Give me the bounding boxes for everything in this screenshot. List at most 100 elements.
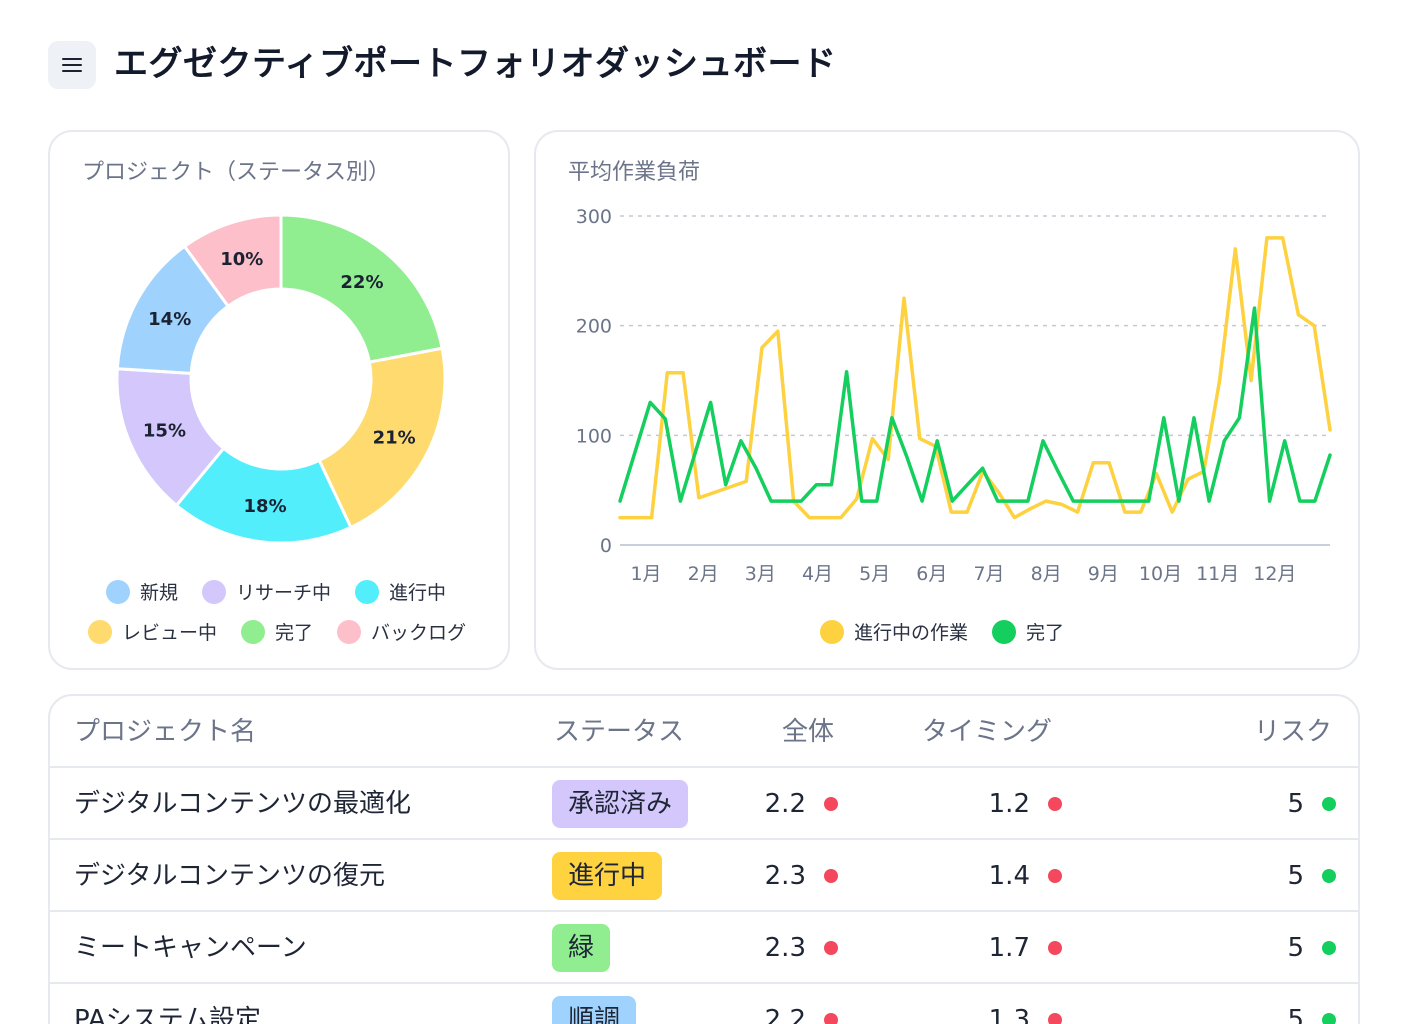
legend-label: 進行中 <box>389 582 447 604</box>
column-header-status[interactable]: ステータス <box>554 717 685 747</box>
status-donut-card: プロジェクト（ステータス別） 22% 21% 18% 15% 14% 10% 新規 リサー… <box>48 130 510 670</box>
donut-legend-row-2: レビュー中 完了 バックログ <box>88 618 466 645</box>
risk-score: 5 <box>1287 1005 1304 1024</box>
project-name: PAシステム設定 <box>74 1005 262 1024</box>
table-row[interactable]: デジタルコンテンツの復元 進行中 2.3 1.4 5 <box>50 838 1358 910</box>
risk-indicator <box>1322 869 1336 883</box>
x-tick-label: 11月 <box>1196 563 1239 585</box>
status-badge: 承認済み <box>552 780 689 828</box>
column-header-timing[interactable]: タイミング <box>922 717 1053 747</box>
timing-score: 1.3 <box>988 1005 1030 1024</box>
donut-card-title: プロジェクト（ステータス別） <box>82 160 391 185</box>
projects-table: プロジェクト名 ステータス 全体 タイミング リスク デジタルコンテンツの最適化… <box>48 694 1360 1024</box>
status-badge: 順調 <box>552 996 637 1024</box>
x-tick-label: 3月 <box>745 563 776 585</box>
legend-label: 進行中の作業 <box>854 622 969 644</box>
timing-indicator <box>1048 1013 1062 1024</box>
donut-slice-label: 15% <box>143 420 186 441</box>
table-row[interactable]: デジタルコンテンツの最適化 承認済み 2.2 1.2 5 <box>50 766 1358 838</box>
column-header-overall[interactable]: 全体 <box>782 717 835 747</box>
x-tick-label: 1月 <box>630 563 661 585</box>
legend-item-done[interactable]: 完了 <box>241 618 313 645</box>
workload-line-chart: 0 100 200 300 1月 2月 3月 4月 5月 6月 7月 8月 9月 10月 11月 12月 <box>576 206 1332 585</box>
x-tick-label: 5月 <box>859 563 890 585</box>
overall-score: 2.2 <box>764 789 806 819</box>
column-header-risk[interactable]: リスク <box>1254 717 1333 747</box>
workload-legend: 進行中の作業 完了 <box>820 618 1064 645</box>
donut-slice[interactable] <box>279 213 444 364</box>
workload-card-title: 平均作業負荷 <box>568 160 701 185</box>
status-badge: 緑 <box>552 924 611 972</box>
legend-label: 完了 <box>1026 622 1065 644</box>
risk-score: 5 <box>1287 789 1304 819</box>
x-tick-label: 10月 <box>1139 563 1182 585</box>
column-header-name[interactable]: プロジェクト名 <box>74 717 257 747</box>
legend-item-in-progress[interactable]: 進行中 <box>355 578 446 605</box>
risk-indicator <box>1322 797 1336 811</box>
status-donut-chart: 22% 21% 18% 15% 14% 10% <box>115 213 447 545</box>
overall-indicator <box>824 1013 838 1024</box>
overall-score: 2.3 <box>764 861 806 891</box>
project-name: デジタルコンテンツの復元 <box>74 861 385 891</box>
legend-label: 完了 <box>275 622 314 644</box>
legend-item-research[interactable]: リサーチ中 <box>202 578 331 605</box>
series-line[interactable] <box>618 306 1332 503</box>
overall-indicator <box>824 869 838 883</box>
x-tick-label: 4月 <box>802 563 833 585</box>
status-badge: 進行中 <box>552 852 663 900</box>
table-row[interactable]: ミートキャンペーン 緑 2.3 1.7 5 <box>50 910 1358 982</box>
series-line[interactable] <box>618 236 1332 520</box>
donut-slice-label: 14% <box>148 309 191 330</box>
donut-slice-label: 22% <box>340 272 383 293</box>
risk-indicator <box>1322 941 1336 955</box>
timing-indicator <box>1048 869 1062 883</box>
menu-button[interactable] <box>48 41 96 89</box>
y-tick-label: 200 <box>576 316 612 338</box>
legend-item-completed[interactable]: 完了 <box>992 618 1064 645</box>
donut-slice-label: 21% <box>373 428 416 449</box>
project-name: ミートキャンペーン <box>74 933 307 963</box>
page-title: エグゼクティブポートフォリオダッシュボード <box>114 44 837 84</box>
legend-label: 新規 <box>140 582 179 604</box>
workload-chart-card: 平均作業負荷 0 100 200 300 1月 2月 3月 4月 5月 6月 7月 8月 9月 10月 11… <box>534 130 1360 670</box>
x-tick-label: 9月 <box>1088 563 1119 585</box>
y-tick-label: 0 <box>600 535 612 557</box>
legend-swatch <box>820 619 844 644</box>
donut-slice[interactable] <box>174 446 353 545</box>
timing-indicator <box>1048 797 1062 811</box>
legend-item-review[interactable]: レビュー中 <box>88 618 217 645</box>
legend-swatch <box>241 619 266 644</box>
legend-item-new[interactable]: 新規 <box>106 578 178 605</box>
x-tick-label: 8月 <box>1031 563 1062 585</box>
project-name: デジタルコンテンツの最適化 <box>74 789 411 819</box>
risk-indicator <box>1322 1013 1336 1024</box>
legend-swatch <box>202 579 227 604</box>
donut-legend-row-1: 新規 リサーチ中 進行中 <box>106 578 446 605</box>
legend-item-backlog[interactable]: バックログ <box>337 618 466 645</box>
donut-slice-label: 18% <box>244 496 287 517</box>
risk-score: 5 <box>1287 933 1304 963</box>
legend-label: バックログ <box>371 622 467 644</box>
risk-score: 5 <box>1287 861 1304 891</box>
donut-slice-label: 10% <box>220 249 263 270</box>
legend-swatch <box>992 619 1017 644</box>
timing-indicator <box>1048 941 1062 955</box>
y-tick-label: 300 <box>576 206 612 228</box>
y-tick-label: 100 <box>576 425 612 447</box>
table-row[interactable]: PAシステム設定 順調 2.2 1.3 5 <box>50 982 1358 1024</box>
legend-item-active-work[interactable]: 進行中の作業 <box>820 618 968 645</box>
timing-score: 1.7 <box>988 933 1030 963</box>
legend-swatch <box>88 619 112 644</box>
overall-score: 2.3 <box>764 933 806 963</box>
timing-score: 1.2 <box>988 789 1030 819</box>
legend-label: リサーチ中 <box>236 582 332 604</box>
overall-indicator <box>824 941 838 955</box>
donut-slice[interactable] <box>317 346 447 530</box>
x-tick-label: 6月 <box>916 563 947 585</box>
legend-swatch <box>355 579 380 604</box>
legend-label: レビュー中 <box>122 622 218 644</box>
x-tick-label: 2月 <box>688 563 719 585</box>
legend-swatch <box>106 579 130 604</box>
donut-slice[interactable] <box>182 213 283 309</box>
overall-indicator <box>824 797 838 811</box>
